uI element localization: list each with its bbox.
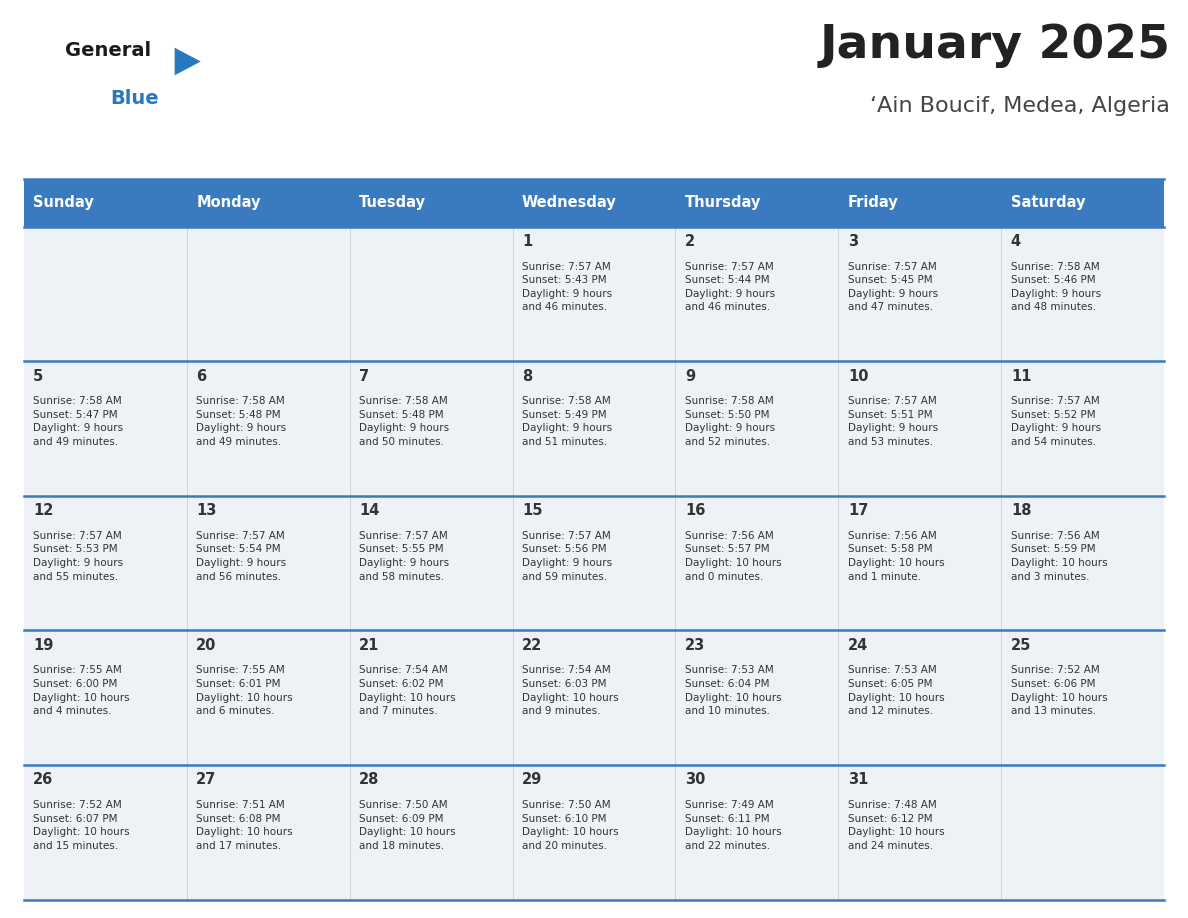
Text: Sunrise: 7:56 AM
Sunset: 5:58 PM
Daylight: 10 hours
and 1 minute.: Sunrise: 7:56 AM Sunset: 5:58 PM Dayligh… <box>848 531 944 582</box>
Text: ‘Ain Boucif, Medea, Algeria: ‘Ain Boucif, Medea, Algeria <box>871 96 1170 117</box>
Text: Sunrise: 7:58 AM
Sunset: 5:48 PM
Daylight: 9 hours
and 49 minutes.: Sunrise: 7:58 AM Sunset: 5:48 PM Dayligh… <box>196 397 286 447</box>
Text: 19: 19 <box>33 638 53 653</box>
Text: 11: 11 <box>1011 369 1031 384</box>
Text: Sunrise: 7:51 AM
Sunset: 6:08 PM
Daylight: 10 hours
and 17 minutes.: Sunrise: 7:51 AM Sunset: 6:08 PM Dayligh… <box>196 800 292 851</box>
Text: Sunrise: 7:53 AM
Sunset: 6:04 PM
Daylight: 10 hours
and 10 minutes.: Sunrise: 7:53 AM Sunset: 6:04 PM Dayligh… <box>685 666 782 716</box>
Text: 22: 22 <box>522 638 542 653</box>
Text: Sunrise: 7:56 AM
Sunset: 5:57 PM
Daylight: 10 hours
and 0 minutes.: Sunrise: 7:56 AM Sunset: 5:57 PM Dayligh… <box>685 531 782 582</box>
Text: Sunrise: 7:54 AM
Sunset: 6:02 PM
Daylight: 10 hours
and 7 minutes.: Sunrise: 7:54 AM Sunset: 6:02 PM Dayligh… <box>359 666 456 716</box>
Text: Sunrise: 7:48 AM
Sunset: 6:12 PM
Daylight: 10 hours
and 24 minutes.: Sunrise: 7:48 AM Sunset: 6:12 PM Dayligh… <box>848 800 944 851</box>
Text: 8: 8 <box>522 369 532 384</box>
Text: 18: 18 <box>1011 503 1031 519</box>
Text: Sunrise: 7:57 AM
Sunset: 5:52 PM
Daylight: 9 hours
and 54 minutes.: Sunrise: 7:57 AM Sunset: 5:52 PM Dayligh… <box>1011 397 1101 447</box>
Text: 1: 1 <box>522 234 532 249</box>
Text: Sunrise: 7:57 AM
Sunset: 5:43 PM
Daylight: 9 hours
and 46 minutes.: Sunrise: 7:57 AM Sunset: 5:43 PM Dayligh… <box>522 262 612 312</box>
Text: Sunrise: 7:57 AM
Sunset: 5:53 PM
Daylight: 9 hours
and 55 minutes.: Sunrise: 7:57 AM Sunset: 5:53 PM Dayligh… <box>33 531 124 582</box>
Text: 14: 14 <box>359 503 379 519</box>
Text: Sunrise: 7:52 AM
Sunset: 6:07 PM
Daylight: 10 hours
and 15 minutes.: Sunrise: 7:52 AM Sunset: 6:07 PM Dayligh… <box>33 800 129 851</box>
Text: 27: 27 <box>196 772 216 788</box>
Bar <box>24 227 1164 362</box>
Text: Sunrise: 7:52 AM
Sunset: 6:06 PM
Daylight: 10 hours
and 13 minutes.: Sunrise: 7:52 AM Sunset: 6:06 PM Dayligh… <box>1011 666 1107 716</box>
Text: January 2025: January 2025 <box>820 23 1170 68</box>
Text: Sunrise: 7:57 AM
Sunset: 5:51 PM
Daylight: 9 hours
and 53 minutes.: Sunrise: 7:57 AM Sunset: 5:51 PM Dayligh… <box>848 397 939 447</box>
Text: Sunrise: 7:56 AM
Sunset: 5:59 PM
Daylight: 10 hours
and 3 minutes.: Sunrise: 7:56 AM Sunset: 5:59 PM Dayligh… <box>1011 531 1107 582</box>
Text: Monday: Monday <box>196 196 260 210</box>
Text: Sunrise: 7:58 AM
Sunset: 5:48 PM
Daylight: 9 hours
and 50 minutes.: Sunrise: 7:58 AM Sunset: 5:48 PM Dayligh… <box>359 397 449 447</box>
Text: 4: 4 <box>1011 234 1020 249</box>
Text: Blue: Blue <box>110 89 159 108</box>
Text: Sunrise: 7:57 AM
Sunset: 5:54 PM
Daylight: 9 hours
and 56 minutes.: Sunrise: 7:57 AM Sunset: 5:54 PM Dayligh… <box>196 531 286 582</box>
Text: 3: 3 <box>848 234 858 249</box>
Text: Sunrise: 7:58 AM
Sunset: 5:47 PM
Daylight: 9 hours
and 49 minutes.: Sunrise: 7:58 AM Sunset: 5:47 PM Dayligh… <box>33 397 124 447</box>
Text: Sunrise: 7:54 AM
Sunset: 6:03 PM
Daylight: 10 hours
and 9 minutes.: Sunrise: 7:54 AM Sunset: 6:03 PM Dayligh… <box>522 666 619 716</box>
Text: 17: 17 <box>848 503 868 519</box>
Text: Sunrise: 7:55 AM
Sunset: 6:00 PM
Daylight: 10 hours
and 4 minutes.: Sunrise: 7:55 AM Sunset: 6:00 PM Dayligh… <box>33 666 129 716</box>
Text: 25: 25 <box>1011 638 1031 653</box>
Text: 26: 26 <box>33 772 53 788</box>
Text: Sunrise: 7:58 AM
Sunset: 5:50 PM
Daylight: 9 hours
and 52 minutes.: Sunrise: 7:58 AM Sunset: 5:50 PM Dayligh… <box>685 397 775 447</box>
Text: Sunrise: 7:58 AM
Sunset: 5:46 PM
Daylight: 9 hours
and 48 minutes.: Sunrise: 7:58 AM Sunset: 5:46 PM Dayligh… <box>1011 262 1101 312</box>
Text: 6: 6 <box>196 369 207 384</box>
Text: 31: 31 <box>848 772 868 788</box>
Text: Sunrise: 7:55 AM
Sunset: 6:01 PM
Daylight: 10 hours
and 6 minutes.: Sunrise: 7:55 AM Sunset: 6:01 PM Dayligh… <box>196 666 292 716</box>
Text: 2: 2 <box>685 234 695 249</box>
Text: Thursday: Thursday <box>685 196 762 210</box>
Text: Sunrise: 7:58 AM
Sunset: 5:49 PM
Daylight: 9 hours
and 51 minutes.: Sunrise: 7:58 AM Sunset: 5:49 PM Dayligh… <box>522 397 612 447</box>
Text: Friday: Friday <box>848 196 898 210</box>
Text: Sunrise: 7:57 AM
Sunset: 5:56 PM
Daylight: 9 hours
and 59 minutes.: Sunrise: 7:57 AM Sunset: 5:56 PM Dayligh… <box>522 531 612 582</box>
Text: Sunrise: 7:50 AM
Sunset: 6:10 PM
Daylight: 10 hours
and 20 minutes.: Sunrise: 7:50 AM Sunset: 6:10 PM Dayligh… <box>522 800 619 851</box>
Text: Sunday: Sunday <box>33 196 94 210</box>
Text: 5: 5 <box>33 369 44 384</box>
Text: 16: 16 <box>685 503 706 519</box>
Text: 15: 15 <box>522 503 543 519</box>
Bar <box>24 631 1164 765</box>
Text: Sunrise: 7:57 AM
Sunset: 5:45 PM
Daylight: 9 hours
and 47 minutes.: Sunrise: 7:57 AM Sunset: 5:45 PM Dayligh… <box>848 262 939 312</box>
Text: Sunrise: 7:57 AM
Sunset: 5:44 PM
Daylight: 9 hours
and 46 minutes.: Sunrise: 7:57 AM Sunset: 5:44 PM Dayligh… <box>685 262 775 312</box>
Text: General: General <box>65 41 151 61</box>
Text: 28: 28 <box>359 772 379 788</box>
Text: Sunrise: 7:50 AM
Sunset: 6:09 PM
Daylight: 10 hours
and 18 minutes.: Sunrise: 7:50 AM Sunset: 6:09 PM Dayligh… <box>359 800 456 851</box>
Text: Tuesday: Tuesday <box>359 196 426 210</box>
Text: Wednesday: Wednesday <box>522 196 617 210</box>
Polygon shape <box>175 48 201 75</box>
Bar <box>24 179 1164 227</box>
Text: 24: 24 <box>848 638 868 653</box>
Text: 30: 30 <box>685 772 706 788</box>
Text: 21: 21 <box>359 638 379 653</box>
Text: 29: 29 <box>522 772 542 788</box>
Text: 13: 13 <box>196 503 216 519</box>
Text: 20: 20 <box>196 638 216 653</box>
Text: Sunrise: 7:57 AM
Sunset: 5:55 PM
Daylight: 9 hours
and 58 minutes.: Sunrise: 7:57 AM Sunset: 5:55 PM Dayligh… <box>359 531 449 582</box>
Text: Sunrise: 7:49 AM
Sunset: 6:11 PM
Daylight: 10 hours
and 22 minutes.: Sunrise: 7:49 AM Sunset: 6:11 PM Dayligh… <box>685 800 782 851</box>
Text: Saturday: Saturday <box>1011 196 1086 210</box>
Text: 23: 23 <box>685 638 706 653</box>
Text: 12: 12 <box>33 503 53 519</box>
Text: 7: 7 <box>359 369 369 384</box>
Bar <box>24 496 1164 631</box>
Bar <box>24 765 1164 900</box>
Bar <box>24 362 1164 496</box>
Text: 10: 10 <box>848 369 868 384</box>
Text: Sunrise: 7:53 AM
Sunset: 6:05 PM
Daylight: 10 hours
and 12 minutes.: Sunrise: 7:53 AM Sunset: 6:05 PM Dayligh… <box>848 666 944 716</box>
Text: 9: 9 <box>685 369 695 384</box>
